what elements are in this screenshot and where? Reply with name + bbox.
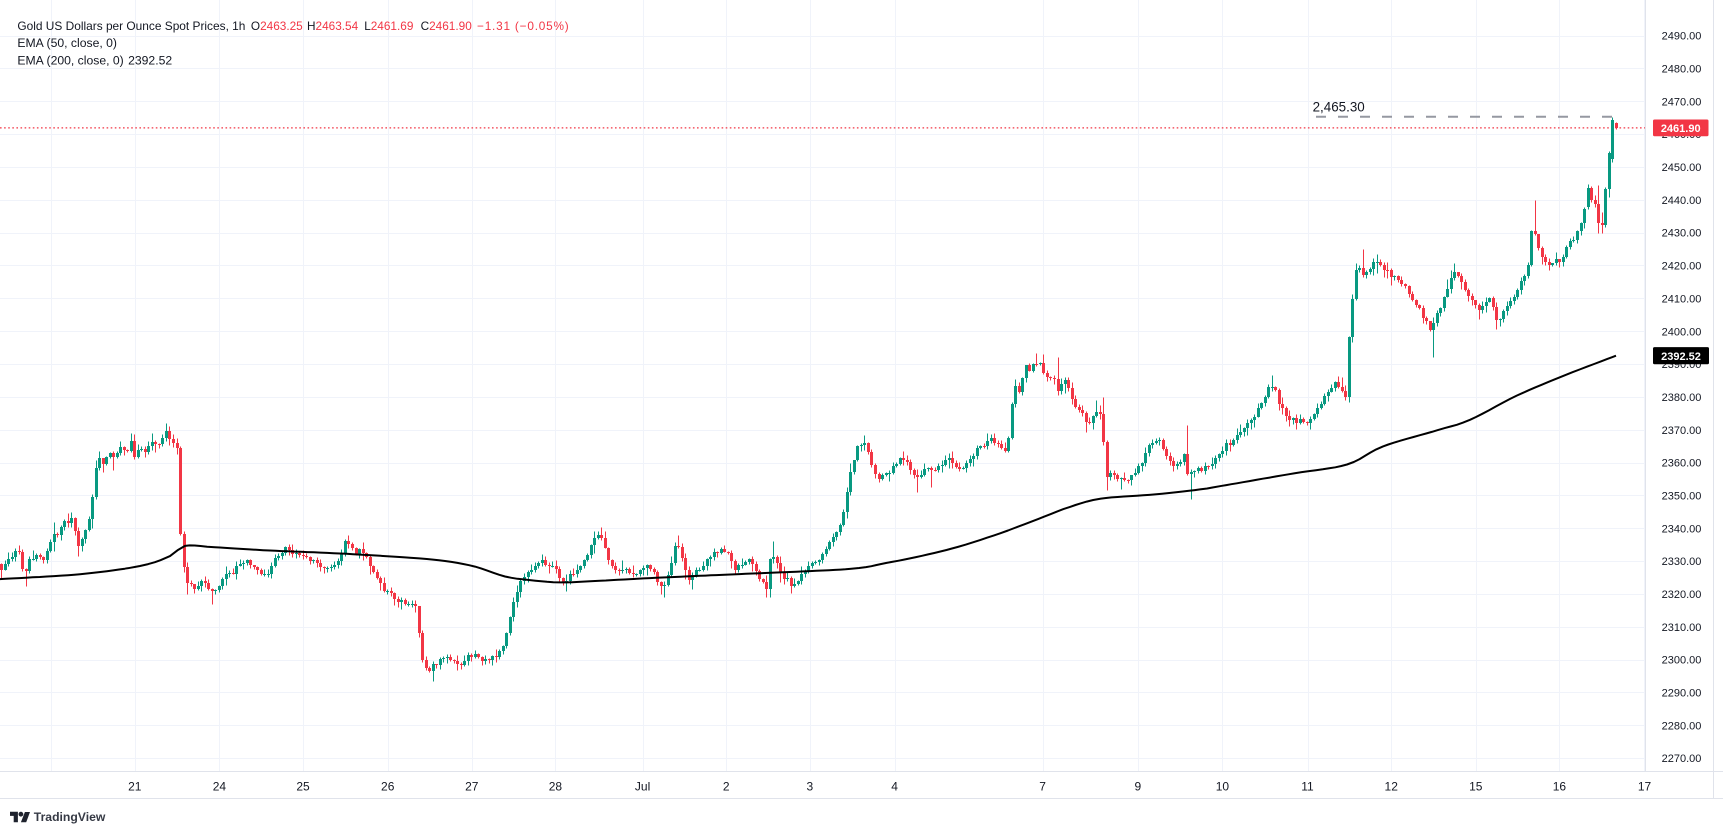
svg-text:2380.00: 2380.00 xyxy=(1662,392,1702,404)
svg-text:2480.00: 2480.00 xyxy=(1662,64,1702,76)
svg-text:2270.00: 2270.00 xyxy=(1662,753,1702,765)
svg-text:2300.00: 2300.00 xyxy=(1662,655,1702,667)
svg-text:25: 25 xyxy=(296,779,310,793)
svg-text:28: 28 xyxy=(549,779,563,793)
svg-text:2440.00: 2440.00 xyxy=(1662,195,1702,207)
svg-text:2420.00: 2420.00 xyxy=(1662,261,1702,273)
svg-text:2340.00: 2340.00 xyxy=(1662,523,1702,535)
svg-text:17: 17 xyxy=(1638,779,1652,793)
svg-text:4: 4 xyxy=(891,779,898,793)
svg-text:Gold US Dollars per Ounce Spot: Gold US Dollars per Ounce Spot Prices, 1… xyxy=(17,19,245,33)
svg-text:EMA (200, close, 0): EMA (200, close, 0) xyxy=(17,53,123,67)
svg-text:2290.00: 2290.00 xyxy=(1662,688,1702,700)
svg-text:−1.31 (−0.05%): −1.31 (−0.05%) xyxy=(477,19,570,33)
svg-text:O2463.25: O2463.25 xyxy=(251,19,303,33)
svg-text:2410.00: 2410.00 xyxy=(1662,293,1702,305)
svg-text:2350.00: 2350.00 xyxy=(1662,491,1702,503)
svg-text:2280.00: 2280.00 xyxy=(1662,720,1702,732)
svg-text:2392.52: 2392.52 xyxy=(128,53,172,67)
svg-text:2360.00: 2360.00 xyxy=(1662,458,1702,470)
svg-text:10: 10 xyxy=(1216,779,1230,793)
svg-text:27: 27 xyxy=(465,779,479,793)
svg-text:TradingView: TradingView xyxy=(34,810,106,824)
svg-text:21: 21 xyxy=(128,779,142,793)
svg-text:11: 11 xyxy=(1301,779,1314,793)
svg-text:EMA (50, close, 0): EMA (50, close, 0) xyxy=(17,36,117,50)
svg-text:2400.00: 2400.00 xyxy=(1662,326,1702,338)
svg-text:26: 26 xyxy=(381,779,395,793)
svg-text:2470.00: 2470.00 xyxy=(1662,96,1702,108)
svg-text:7: 7 xyxy=(1039,779,1046,793)
svg-text:2320.00: 2320.00 xyxy=(1662,589,1702,601)
svg-text:2430.00: 2430.00 xyxy=(1662,228,1702,240)
svg-text:2,465.30: 2,465.30 xyxy=(1313,100,1365,115)
svg-text:2461.90: 2461.90 xyxy=(1661,123,1701,135)
svg-text:Jul: Jul xyxy=(635,779,650,793)
svg-text:3: 3 xyxy=(806,779,813,793)
svg-text:C2461.90: C2461.90 xyxy=(421,19,473,33)
svg-text:2490.00: 2490.00 xyxy=(1662,31,1702,43)
svg-text:12: 12 xyxy=(1385,779,1399,793)
svg-text:L2461.69: L2461.69 xyxy=(364,19,413,33)
svg-text:2450.00: 2450.00 xyxy=(1662,162,1702,174)
svg-text:9: 9 xyxy=(1134,779,1141,793)
svg-text:2392.52: 2392.52 xyxy=(1661,351,1701,363)
svg-text:2370.00: 2370.00 xyxy=(1662,425,1702,437)
svg-text:16: 16 xyxy=(1553,779,1567,793)
svg-text:2310.00: 2310.00 xyxy=(1662,622,1702,634)
svg-text:24: 24 xyxy=(213,779,227,793)
svg-text:H2463.54: H2463.54 xyxy=(307,19,359,33)
svg-text:15: 15 xyxy=(1469,779,1483,793)
svg-text:2330.00: 2330.00 xyxy=(1662,556,1702,568)
svg-text:2: 2 xyxy=(723,779,730,793)
